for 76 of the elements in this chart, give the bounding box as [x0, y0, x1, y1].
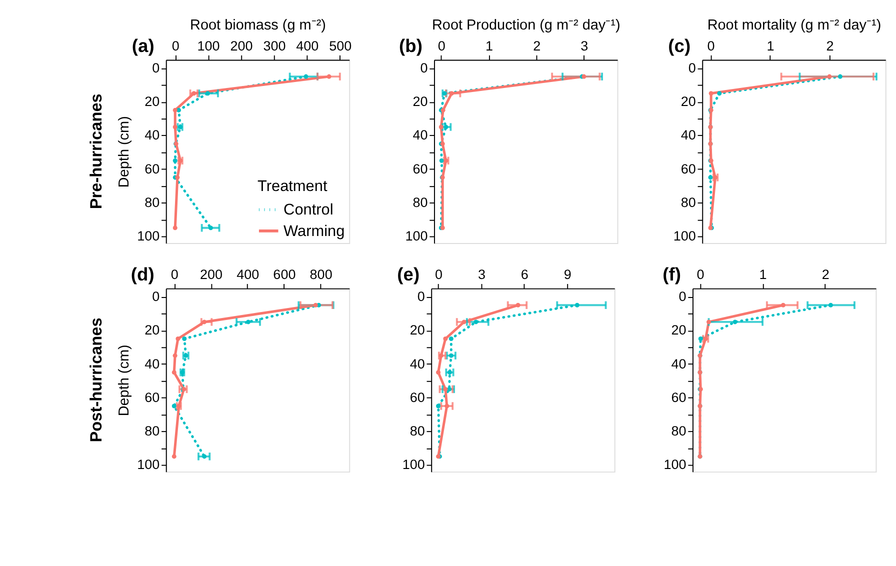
x-tick-label: 1 — [766, 38, 774, 54]
x-tick-label: 0 — [170, 267, 178, 282]
x-axis-title: Root biomass (g m⁻²) — [190, 17, 326, 34]
chart-title: (b) — [399, 35, 422, 56]
x-tick-label: 1 — [485, 38, 493, 54]
chart-title: (a) — [132, 35, 154, 56]
y-tick-label: 100 — [405, 228, 428, 244]
x-tick-label: 400 — [296, 38, 319, 54]
legend-title: Treatment — [258, 178, 328, 195]
y-tick-label: 20 — [410, 322, 425, 338]
y-tick-label: 100 — [673, 228, 696, 244]
x-axis-title: Root mortality (g m⁻² day⁻¹) — [707, 17, 882, 34]
x-tick-label: 2 — [533, 38, 541, 54]
text: Pre-hurricanes — [87, 94, 106, 210]
y-tick-label: 40 — [144, 356, 160, 372]
y-axis-title: Depth (cm) — [116, 116, 132, 188]
y-tick-label: 80 — [671, 424, 686, 439]
x-tick-label: 600 — [273, 267, 296, 282]
x-tick-label: 200 — [230, 38, 253, 54]
y-tick-label: 80 — [410, 424, 425, 439]
chart-title: (f) — [662, 264, 681, 285]
y-tick-label: 20 — [680, 94, 696, 110]
x-tick-label: 400 — [236, 267, 260, 282]
x-tick-label: 0 — [707, 38, 715, 54]
y-tick-label: 0 — [420, 60, 428, 76]
y-tick-label: 80 — [144, 424, 160, 439]
x-tick-label: 0 — [435, 267, 443, 282]
y-tick-label: 80 — [680, 194, 696, 210]
y-tick-label: 0 — [152, 289, 160, 304]
y-tick-label: 20 — [144, 322, 160, 338]
y-tick-label: 60 — [671, 390, 686, 405]
x-tick-label: 200 — [200, 267, 222, 282]
y-tick-label: 60 — [412, 161, 428, 176]
y-tick-label: 60 — [144, 161, 160, 176]
x-tick-label: 0 — [438, 38, 446, 54]
x-tick-label: 2 — [822, 267, 830, 282]
chart-title: (e) — [397, 264, 420, 285]
y-tick-label: 40 — [412, 128, 428, 143]
x-tick-label: 300 — [263, 38, 286, 54]
y-tick-label: 20 — [412, 94, 428, 110]
chart-title: (d) — [130, 264, 154, 285]
y-tick-label: 60 — [680, 161, 696, 176]
y-tick-label: 20 — [671, 322, 686, 338]
text: Post-hurricanes — [87, 318, 106, 442]
x-tick-label: 1 — [759, 267, 767, 282]
x-tick-label: 500 — [329, 38, 352, 54]
y-tick-label: 0 — [417, 289, 425, 304]
x-tick-label: 800 — [310, 267, 332, 282]
y-tick-label: 40 — [410, 356, 425, 372]
y-tick-label: 80 — [412, 194, 428, 210]
x-tick-label: 6 — [520, 267, 528, 282]
y-tick-label: 60 — [410, 390, 425, 405]
x-tick-label: 100 — [197, 38, 220, 54]
y-tick-label: 0 — [678, 289, 686, 304]
y-tick-label: 60 — [144, 390, 160, 405]
y-tick-label: 100 — [137, 457, 160, 472]
y-tick-label: 40 — [144, 128, 160, 143]
y-tick-label: 80 — [144, 194, 160, 210]
y-tick-label: 100 — [664, 457, 686, 472]
x-tick-label: 0 — [172, 38, 180, 54]
y-tick-label: 100 — [137, 228, 160, 244]
x-tick-label: 3 — [580, 38, 588, 54]
x-tick-label: 3 — [478, 267, 486, 282]
y-tick-label: 40 — [680, 128, 696, 143]
x-tick-label: 2 — [826, 38, 834, 54]
legend-label: Control — [284, 202, 334, 219]
y-axis-title: Depth (cm) — [116, 344, 132, 416]
y-tick-label: 0 — [152, 60, 160, 76]
chart-title: (c) — [668, 35, 691, 56]
y-tick-label: 100 — [402, 457, 425, 472]
y-tick-label: 40 — [671, 356, 686, 372]
y-tick-label: 0 — [688, 60, 696, 76]
legend-label: Warming — [284, 222, 345, 240]
x-tick-label: 9 — [564, 267, 572, 282]
x-axis-title: Root Production (g m⁻² day⁻¹) — [432, 17, 620, 34]
y-tick-label: 20 — [144, 94, 160, 110]
